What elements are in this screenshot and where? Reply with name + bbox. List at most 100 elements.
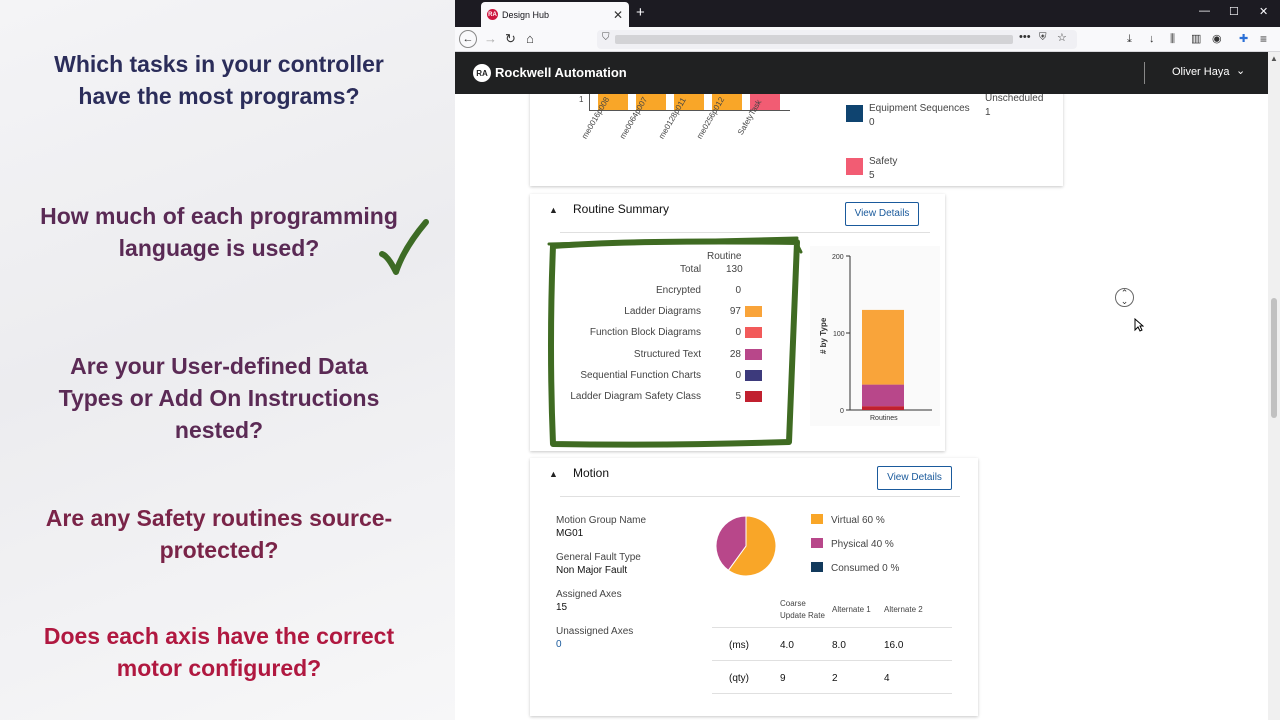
table-cell: 2 (832, 673, 838, 684)
routine-type-swatch (745, 391, 762, 402)
app-header: RA Rockwell Automation Oliver Haya ⌄ (455, 52, 1268, 94)
routine-type-value: 0 (735, 285, 741, 296)
highlight-box-annotation (547, 236, 803, 448)
section-title: Routine Summary (573, 202, 670, 216)
view-details-button[interactable]: View Details (877, 466, 952, 490)
user-menu[interactable]: Oliver Haya (1172, 66, 1230, 78)
y-tick-label: 1 (579, 95, 584, 104)
scrollbar-thumb[interactable] (1271, 298, 1277, 418)
question-safety-protected: Are any Safety routines source-protected… (45, 505, 393, 563)
legend-swatch (846, 158, 863, 175)
x-tick-label: me0016p008 (580, 95, 612, 141)
back-icon[interactable]: ← (459, 30, 477, 48)
pocket-icon[interactable]: ⛨ (1039, 32, 1047, 43)
close-window-icon[interactable]: ✕ (1259, 6, 1269, 18)
question-language-usage: How much of each programming language is… (40, 203, 398, 261)
legend-label: Equipment Sequences (869, 103, 970, 114)
question-tasks-programs: Which tasks in your controller have the … (54, 51, 384, 109)
routine-type-label: Sequential Function Charts (580, 370, 701, 381)
task-bar (750, 94, 780, 110)
legend-value: 0 (869, 117, 875, 128)
browser-window: RA Design Hub ✕ + — ☐ ✕ ← → ↻ ⌂ ⛉ ••• ⛨ … (455, 0, 1280, 720)
favicon-icon: RA (487, 9, 498, 20)
chevron-down-icon[interactable]: ⌄ (1236, 65, 1246, 77)
brand-name: Rockwell Automation (495, 65, 627, 80)
section-title: Motion (573, 466, 610, 480)
routine-type-label: Structured Text (633, 349, 701, 360)
close-icon[interactable]: ✕ (612, 7, 623, 22)
y-tick-label: 100 (833, 331, 845, 338)
motion-field-value[interactable]: 0 (556, 639, 562, 650)
questions-panel: Which tasks in your controller have the … (0, 0, 455, 720)
header-divider (1144, 62, 1145, 84)
routine-type-value: 28 (729, 349, 741, 360)
page-content: 1 me0016p008 me0064p007 me0128p011 me025… (455, 94, 1268, 720)
routine-type-swatch (745, 327, 762, 338)
legend-label: Virtual 60 % (831, 515, 885, 526)
axis-type-pie-chart (715, 515, 777, 577)
task-bar (712, 94, 742, 110)
motion-field-value: Non Major Fault (556, 565, 628, 576)
download-icon[interactable]: ↓ (1149, 33, 1155, 45)
downloads-history-icon[interactable]: ⤓ (1127, 33, 1132, 45)
page-scrollbar[interactable]: ▲ (1268, 52, 1280, 720)
reload-icon[interactable]: ↻ (505, 31, 516, 46)
task-bar (674, 94, 704, 110)
minimize-icon[interactable]: — (1199, 5, 1210, 17)
new-tab-icon[interactable]: + (636, 4, 645, 21)
table-cell: 4.0 (780, 640, 794, 651)
motion-field-value: 15 (556, 602, 568, 613)
maximize-icon[interactable]: ☐ (1229, 6, 1239, 18)
sidebar-icon[interactable]: ▥ (1191, 33, 1202, 45)
bookmark-star-icon[interactable]: ☆ (1057, 32, 1067, 44)
motion-card: ▲ Motion View Details Motion Group Name … (530, 458, 978, 716)
x-axis-line (589, 110, 790, 111)
library-icon[interactable]: ⫼ (1170, 33, 1176, 45)
legend-swatch (846, 105, 863, 122)
routine-summary-card: ▲ Routine Summary View Details Routine T… (530, 194, 945, 451)
shield-icon: ⛉ (602, 32, 610, 43)
unscheduled-label: Unscheduled (985, 94, 1044, 104)
home-icon[interactable]: ⌂ (526, 31, 534, 46)
routine-type-label: Function Block Diagrams (589, 327, 701, 338)
x-tick-label: Routines (870, 415, 898, 422)
divider (560, 496, 960, 497)
table-cell: 16.0 (884, 640, 904, 651)
legend-label: Consumed 0 % (831, 563, 900, 574)
table-divider (712, 660, 952, 661)
pie-slice (715, 515, 747, 571)
table-cell: 8.0 (832, 640, 846, 651)
tab-title: Design Hub (502, 9, 550, 20)
account-icon[interactable]: ◉ (1212, 33, 1222, 45)
total-label: Total (680, 264, 702, 275)
autoscroll-icon[interactable]: ⌃ ⌄ (1115, 288, 1134, 307)
scroll-up-icon[interactable]: ▲ (1270, 54, 1278, 63)
motion-field-value: MG01 (556, 528, 584, 539)
task-bar (598, 94, 628, 110)
collapse-icon[interactable]: ▲ (549, 205, 558, 215)
url-text-redacted (615, 35, 1013, 44)
forward-icon[interactable]: → (484, 31, 497, 46)
routine-type-value: 0 (735, 370, 741, 381)
task-bar (636, 94, 666, 110)
table-divider (712, 693, 952, 694)
routine-type-label: Ladder Diagram Safety Class (570, 391, 701, 402)
tab-design-hub[interactable]: RA Design Hub ✕ (481, 2, 629, 27)
legend-value: 5 (869, 170, 875, 181)
extensions-icon[interactable]: ✚ (1239, 33, 1249, 45)
table-row-unit: (qty) (729, 673, 749, 684)
bar-segment (862, 309, 904, 385)
more-icon[interactable]: ••• (1019, 31, 1031, 43)
table-header: Alternate 2 (884, 605, 923, 614)
url-bar[interactable]: ⛉ ••• ⛨ ☆ (597, 30, 1077, 49)
y-tick-label: 200 (832, 254, 844, 261)
legend-label: Safety (869, 156, 898, 167)
legend-swatch (811, 514, 823, 524)
nav-bar: ← → ↻ ⌂ ⛉ ••• ⛨ ☆ ⤓ ↓ ⫼ ▥ ◉ ✚ ≡ (455, 27, 1280, 52)
collapse-icon[interactable]: ▲ (549, 469, 558, 479)
table-cell: 4 (884, 673, 890, 684)
view-details-button[interactable]: View Details (845, 202, 919, 226)
table-divider (712, 627, 952, 628)
table-header: Coarse Update Rate (780, 599, 825, 620)
menu-icon[interactable]: ≡ (1260, 32, 1268, 46)
